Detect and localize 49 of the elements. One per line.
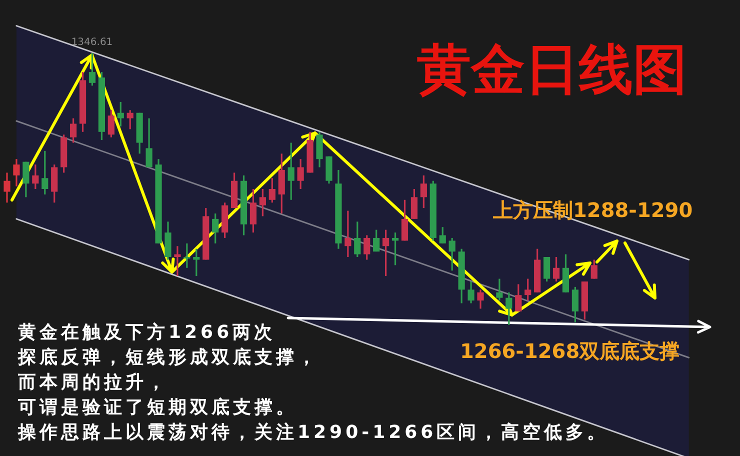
- text: 可谓是验证了短期双底支撑。: [17, 397, 298, 418]
- candlestick: [174, 245, 181, 277]
- candlestick: [468, 280, 474, 304]
- candlestick: [259, 188, 266, 217]
- candlestick: [448, 237, 456, 272]
- candlestick: [439, 226, 446, 244]
- candlestick: [401, 199, 408, 242]
- candlestick: [572, 286, 578, 324]
- candlestick: [373, 229, 380, 252]
- candlestick: [364, 234, 370, 261]
- candlestick: [477, 288, 484, 310]
- text: 操作思路上以震荡对待，关注1290-1266区间，高空低多。: [17, 422, 609, 443]
- candlestick: [382, 229, 390, 277]
- candlestick: [117, 101, 124, 128]
- candlestick: [354, 220, 361, 258]
- candlestick: [297, 158, 304, 190]
- candlestick: [70, 117, 77, 144]
- candlestick: [506, 292, 512, 326]
- candlestick: [420, 174, 427, 209]
- candlestick: [108, 109, 114, 138]
- candlestick: [268, 177, 276, 204]
- candlestick: [32, 164, 39, 190]
- candlestick: [42, 150, 48, 196]
- text: 而本周的拉升，: [17, 372, 168, 393]
- chart-title: 黄金日线图: [417, 37, 687, 101]
- candlestick: [543, 256, 550, 282]
- candlestick: [126, 109, 134, 130]
- candlestick: [13, 158, 20, 188]
- candlestick: [88, 52, 96, 86]
- candlestick: [288, 142, 294, 201]
- candlestick: [515, 283, 522, 312]
- text: 1266-1268双底底支撑: [460, 339, 680, 363]
- candlestick: [392, 232, 399, 266]
- candlestick: [212, 212, 219, 244]
- text: 探底反弹，短线形成双底支撑，: [17, 347, 319, 368]
- candlestick: [344, 210, 352, 258]
- candlestick: [146, 117, 152, 168]
- candlestick: [184, 242, 190, 269]
- candlestick: [4, 172, 10, 204]
- candlestick: [250, 188, 257, 234]
- annotation: 1346.61: [71, 37, 113, 48]
- candlestick: [193, 248, 200, 277]
- annotation: 黄金在触及下方1266两次: [17, 322, 276, 343]
- candlestick: [524, 278, 532, 302]
- candlestick: [22, 161, 30, 198]
- candlestick: [496, 278, 503, 302]
- candlestick: [590, 258, 598, 280]
- candlestick: [410, 188, 418, 220]
- candlestick: [552, 256, 560, 282]
